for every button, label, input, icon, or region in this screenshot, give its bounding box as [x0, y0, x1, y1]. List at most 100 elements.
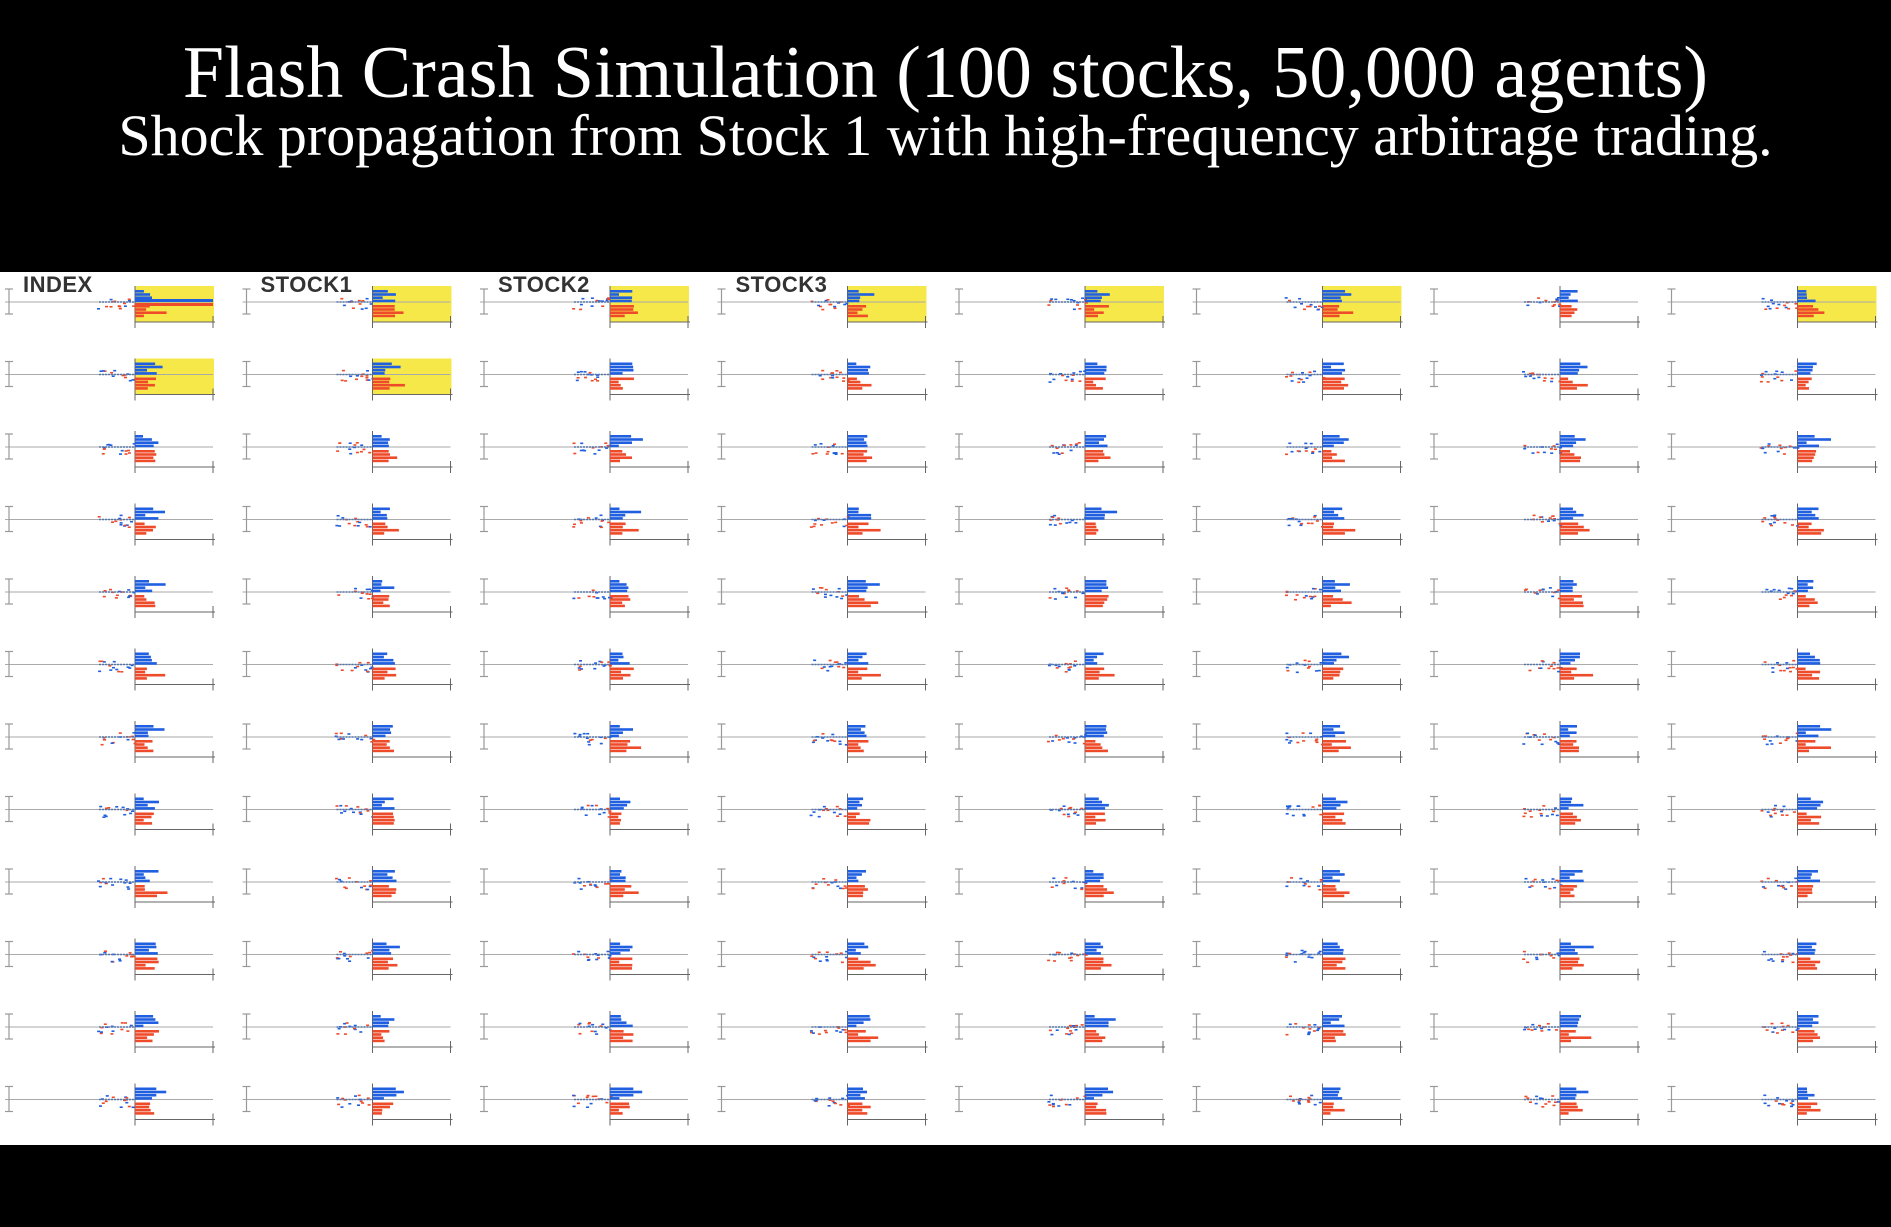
buy-depth-bar	[1560, 731, 1577, 734]
buy-depth-bar	[610, 435, 632, 438]
price-tick	[810, 1031, 813, 1034]
price-tick	[1047, 1101, 1051, 1103]
buy-depth-bar	[610, 1087, 634, 1091]
price-tick	[586, 732, 590, 735]
price-tick	[130, 520, 133, 523]
sell-depth-bar	[135, 314, 144, 318]
buy-depth-bar	[372, 1024, 389, 1028]
sell-depth-bar	[372, 812, 393, 816]
price-tick	[1546, 1023, 1550, 1025]
price-tick	[1528, 886, 1532, 888]
price-tick	[364, 734, 368, 737]
price-tick	[572, 1105, 576, 1108]
buy-depth-bar	[1797, 510, 1812, 514]
price-tick	[600, 300, 604, 302]
buy-depth-bar	[847, 1097, 865, 1100]
price-tick	[1298, 298, 1302, 300]
buy-depth-bar	[1797, 368, 1813, 372]
sell-depth-bar	[610, 595, 629, 598]
sell-depth-bar	[372, 740, 390, 743]
price-tick	[127, 516, 131, 519]
price-tick	[1785, 814, 1789, 816]
price-tick	[1544, 1103, 1548, 1105]
panel-24	[5, 503, 215, 546]
buy-depth-bar	[610, 652, 623, 656]
price-tick	[1538, 1024, 1541, 1027]
price-tick	[1772, 588, 1776, 591]
price-tick	[1062, 805, 1066, 807]
buy-depth-bar	[1085, 734, 1104, 738]
price-tick	[587, 743, 591, 746]
sell-depth-bar	[135, 1030, 159, 1033]
price-tick	[1531, 452, 1535, 454]
price-tick	[1551, 813, 1554, 816]
sell-depth-bar	[1085, 601, 1105, 604]
price-tick	[598, 813, 602, 816]
buy-depth-bar	[1322, 1018, 1340, 1021]
buy-depth-bar	[372, 1021, 389, 1024]
sell-depth-bar	[1322, 673, 1340, 677]
price-tick	[606, 298, 610, 301]
sell-depth-bar	[610, 822, 620, 825]
buy-depth-bar	[610, 803, 628, 807]
buy-depth-bar	[1322, 807, 1337, 810]
buy-depth-bar	[1560, 1090, 1589, 1094]
price-tick	[834, 1102, 837, 1105]
price-tick	[97, 516, 101, 518]
sell-depth-bar	[1797, 822, 1820, 825]
price-tick	[1558, 305, 1561, 307]
price-tick	[364, 808, 368, 810]
panel-93	[1192, 1083, 1403, 1126]
buy-depth-bar	[1797, 1090, 1808, 1094]
price-tick	[840, 452, 844, 455]
price-tick	[1548, 587, 1552, 589]
sell-depth-bar	[135, 311, 167, 314]
price-tick	[590, 804, 594, 807]
buy-depth-bar	[1085, 870, 1094, 873]
price-tick	[1784, 306, 1788, 309]
price-tick	[1317, 885, 1321, 887]
panel-72	[5, 938, 215, 981]
panel-17	[242, 431, 453, 473]
sell-depth-bar	[372, 383, 405, 387]
sell-depth-bar	[847, 311, 858, 314]
price-tick	[360, 886, 363, 889]
sell-depth-bar	[1085, 740, 1096, 743]
sell-depth-bar	[1085, 815, 1096, 819]
price-tick	[1761, 297, 1765, 300]
price-tick	[1523, 589, 1527, 591]
buy-depth-bar	[372, 731, 392, 734]
price-tick	[809, 526, 813, 528]
buy-depth-bar	[1560, 296, 1569, 299]
price-tick	[357, 1094, 361, 1097]
buy-depth-bar	[610, 365, 634, 369]
price-tick	[1302, 881, 1306, 884]
buy-depth-bar	[1560, 1093, 1577, 1097]
sell-depth-bar	[135, 967, 155, 970]
price-tick	[1317, 952, 1321, 954]
buy-depth-bar	[1085, 441, 1099, 444]
price-tick	[1064, 379, 1068, 382]
price-tick	[361, 1102, 365, 1104]
price-tick	[1528, 810, 1532, 812]
price-tick	[335, 664, 339, 667]
price-tick	[1064, 1103, 1068, 1106]
price-tick	[111, 375, 115, 377]
price-tick	[1551, 878, 1555, 880]
price-tick	[814, 452, 818, 454]
sell-depth-bar	[847, 532, 863, 535]
sell-depth-bar	[610, 885, 632, 888]
price-tick	[1535, 1095, 1539, 1098]
buy-depth-bar	[610, 589, 628, 593]
price-tick	[1072, 308, 1076, 311]
panel-49	[242, 721, 453, 763]
price-tick	[813, 1099, 817, 1102]
buy-depth-bar	[610, 797, 620, 801]
price-tick	[1539, 812, 1543, 815]
price-tick	[1304, 442, 1308, 445]
price-tick	[1315, 738, 1319, 741]
price-tick	[835, 596, 839, 598]
price-tick	[586, 804, 590, 807]
sell-depth-bar	[372, 1030, 390, 1033]
price-tick	[1320, 880, 1324, 883]
